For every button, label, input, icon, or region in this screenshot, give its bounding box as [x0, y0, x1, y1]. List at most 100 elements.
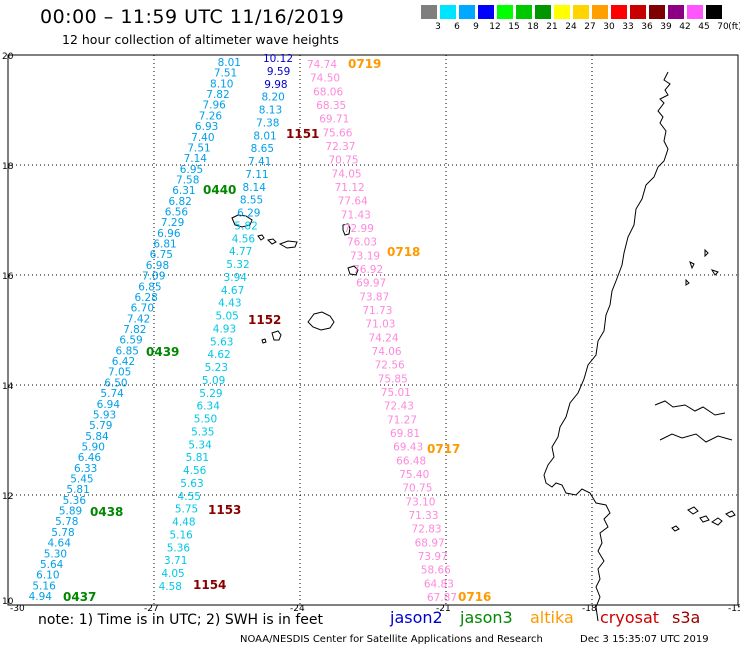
legend-jason3: jason3 [460, 608, 513, 627]
color-scale-label: 45 [698, 22, 710, 32]
x-tick-label: -15 [728, 604, 740, 614]
swh-value: 67.87 [427, 592, 457, 604]
swh-value: 6.28 [134, 292, 157, 304]
swh-value: 7.51 [187, 142, 210, 154]
island-4 [278, 240, 298, 249]
swh-value: 76.03 [347, 237, 377, 249]
swh-value: 6.29 [237, 208, 260, 220]
pass-time-label: 1154 [193, 578, 226, 592]
swh-value: 69.71 [319, 114, 349, 126]
legend-altika: altika [530, 608, 574, 627]
legend-s3a: s3a [672, 608, 701, 627]
island-1 [231, 214, 253, 228]
swh-value: 3.71 [164, 555, 187, 567]
track-a-values: 8.017.518.107.827.967.266.937.407.517.14… [29, 57, 241, 603]
swh-value: 7.82 [206, 89, 229, 101]
pass-time-label: 0438 [90, 505, 123, 519]
swh-value: 71.73 [362, 305, 392, 317]
color-scale-label: 9 [473, 22, 479, 32]
color-scale-label: 15 [508, 22, 520, 32]
color-swatch [497, 5, 513, 19]
map-gridlines [8, 55, 738, 605]
swh-value: 5.16 [169, 529, 193, 541]
pass-time-label: 1151 [286, 127, 319, 141]
swh-value: 71.12 [335, 182, 365, 194]
page-subtitle: 12 hour collection of altimeter wave hei… [62, 32, 339, 47]
swh-value: 4.56 [183, 465, 207, 477]
swh-value: 8.01 [253, 130, 276, 142]
swh-value: 3.94 [224, 272, 248, 284]
color-scale-label: 18 [527, 22, 539, 32]
swh-value: 7.96 [202, 100, 226, 112]
pass-time-label: 0718 [387, 245, 420, 259]
swh-value: 6.10 [36, 570, 59, 582]
color-scale-label: 39 [660, 22, 672, 32]
color-swatch [554, 5, 570, 19]
swh-value: 7.51 [214, 68, 237, 80]
y-tick-label: 10 [2, 597, 14, 607]
color-scale-label: 30 [603, 22, 615, 32]
swh-value: 5.05 [215, 311, 238, 323]
color-scale-label: 24 [565, 22, 577, 32]
pass-time-label: 0440 [203, 183, 236, 197]
swh-value: 4.94 [29, 591, 53, 603]
swh-value: 64.83 [424, 578, 454, 590]
swh-value: 68.35 [316, 100, 346, 112]
pass-time-label: 0717 [427, 442, 460, 456]
swh-value: 74.74 [307, 59, 337, 71]
swh-value: 6.98 [146, 260, 169, 272]
swh-value: 7.29 [161, 217, 184, 229]
swh-value: 74.05 [332, 168, 362, 180]
swh-value: 4.62 [207, 349, 230, 361]
swh-value: 71.27 [387, 414, 417, 426]
coast-islands [671, 506, 736, 532]
map-frame [7, 54, 739, 606]
swh-value: 8.13 [259, 105, 282, 117]
swh-value: 6.50 [104, 377, 127, 389]
swh-value: 5.35 [191, 426, 214, 438]
swh-value: 66.48 [396, 455, 426, 467]
swh-value: 75.66 [322, 127, 352, 139]
color-swatch [649, 5, 665, 19]
swh-value: 7.05 [108, 367, 131, 379]
swh-value: 4.05 [161, 568, 184, 580]
swh-value: 5.36 [167, 542, 191, 554]
swh-value: 7.82 [123, 324, 146, 336]
swh-value: 4.56 [232, 233, 256, 245]
legend-cryosat: cryosat [600, 608, 660, 627]
color-scale-label: 21 [546, 22, 558, 32]
swh-value: 7.41 [248, 156, 271, 168]
pass-time-label: 0719 [348, 57, 381, 71]
footer-note: note: 1) Time is in UTC; 2) SWH is in fe… [38, 612, 324, 628]
x-tick-label: -27 [144, 604, 159, 614]
pass-time-label: 0439 [146, 345, 179, 359]
swh-value: 58.66 [421, 565, 451, 577]
coast-inlet-1 [654, 400, 726, 416]
swh-value: 6.42 [112, 356, 135, 368]
swh-value: 68.06 [313, 86, 343, 98]
swh-value: 5.16 [32, 580, 56, 592]
swh-value: 5.82 [234, 220, 257, 232]
x-tick-label: -30 [10, 604, 25, 614]
swh-value: 75.40 [399, 469, 429, 481]
swh-value: 6.96 [157, 228, 181, 240]
swh-value: 8.65 [251, 143, 274, 155]
swh-value: 5.23 [205, 362, 228, 374]
color-swatch [421, 5, 437, 19]
swh-value: 6.31 [172, 185, 195, 197]
y-tick-label: 16 [2, 272, 14, 282]
swh-value: 8.10 [210, 78, 233, 90]
swh-value: 6.94 [97, 399, 121, 411]
swh-value: 6.93 [195, 121, 218, 133]
swh-value: 75.85 [378, 373, 408, 385]
swh-value: 70.75 [328, 155, 358, 167]
swh-value: 4.67 [221, 285, 244, 297]
pass-time-label: 1153 [208, 503, 241, 517]
swh-value: 74.06 [372, 346, 402, 358]
track-b-values: 10.129.599.988.208.137.388.018.657.417.1… [159, 53, 293, 593]
island-7 [307, 311, 335, 331]
swh-value: 9.98 [264, 79, 287, 91]
color-scale-label: 12 [489, 22, 501, 32]
